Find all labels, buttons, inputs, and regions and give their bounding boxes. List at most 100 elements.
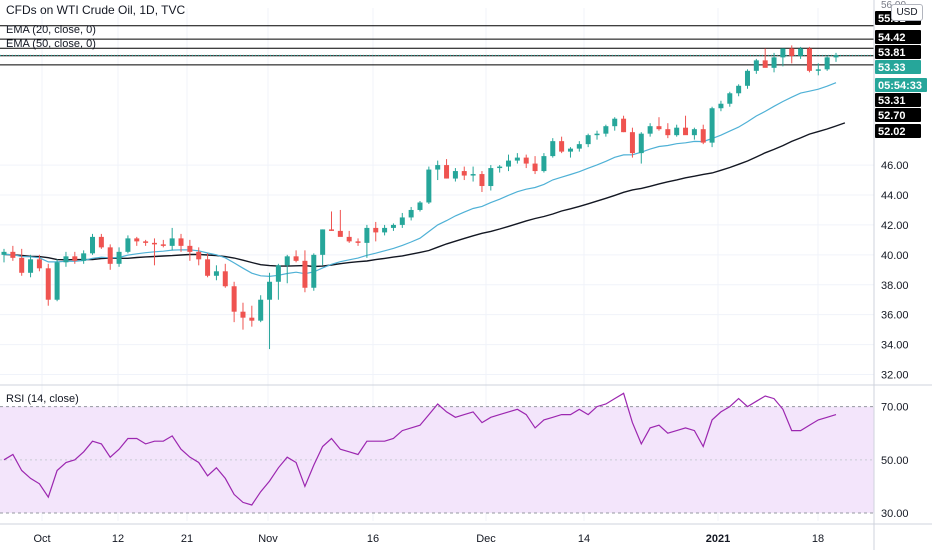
candle: [753, 58, 759, 74]
candle-body: [355, 241, 361, 243]
candle: [452, 168, 458, 182]
candle-body: [435, 165, 441, 170]
price-tag-text: 52.02: [878, 126, 906, 138]
candle-body: [762, 60, 768, 68]
rsi-polyline: [3, 392, 837, 506]
candle: [603, 124, 609, 137]
candle: [28, 254, 34, 278]
time-tick-label: Nov: [258, 533, 278, 545]
candle: [700, 124, 706, 145]
price-tick-label: 40.00: [881, 250, 909, 262]
candle: [718, 100, 724, 112]
rsi-legend: RSI (14, close): [6, 393, 79, 405]
candle: [169, 227, 175, 251]
candle-body: [700, 129, 706, 143]
candle-body: [125, 238, 131, 252]
candle: [337, 209, 343, 237]
candle: [54, 259, 60, 302]
candle: [594, 130, 600, 140]
candle-body: [63, 256, 69, 263]
candle-body: [629, 132, 635, 154]
candle: [151, 238, 157, 266]
candle-body: [143, 241, 149, 243]
candle: [435, 160, 441, 181]
candle-body: [267, 281, 273, 300]
candle-body: [576, 144, 582, 149]
price-tick-label: 38.00: [881, 280, 909, 292]
candle-body: [709, 108, 715, 143]
candle: [143, 239, 149, 246]
candle-body: [815, 69, 821, 71]
candle: [470, 166, 476, 182]
candle: [63, 251, 69, 267]
candle-body: [833, 55, 839, 58]
candle: [647, 123, 653, 137]
candle-body: [567, 148, 573, 152]
price-tag-box: [875, 30, 921, 44]
candle-body: [390, 224, 396, 228]
candle-body: [780, 48, 786, 58]
candle: [1, 248, 7, 263]
candle: [125, 235, 131, 254]
candle-body: [647, 126, 653, 134]
price-tick-label: 42.00: [881, 220, 909, 232]
candle: [116, 247, 122, 267]
candle: [213, 265, 219, 281]
candle-body: [178, 238, 184, 246]
time-tick-label: 21: [181, 533, 193, 545]
candle: [36, 254, 42, 272]
rsi-panel: [0, 406, 874, 514]
candle-body: [258, 299, 264, 321]
candle: [550, 138, 556, 158]
candle-body: [373, 227, 379, 233]
candle: [81, 250, 87, 264]
candle: [479, 171, 485, 193]
price-tag-box: [875, 108, 921, 122]
price-tag-text: 05:54:33: [878, 80, 922, 92]
candle-body: [320, 229, 326, 255]
candle-body: [753, 60, 759, 71]
candle: [727, 91, 733, 107]
candle: [293, 250, 299, 263]
candle-body: [789, 48, 795, 56]
candle-body: [541, 156, 547, 172]
candle-body: [28, 259, 34, 273]
candle-body: [160, 244, 166, 246]
price-tag-text: 53.33: [878, 62, 906, 74]
candle-body: [337, 230, 343, 237]
price-tag-box: [875, 45, 921, 59]
candle-body: [665, 129, 671, 136]
candle-body: [293, 256, 299, 261]
candle-body: [249, 317, 255, 321]
candle-body: [222, 271, 228, 287]
candle-body: [54, 262, 60, 300]
candle-body: [603, 126, 609, 134]
candle: [736, 84, 742, 97]
currency-button[interactable]: USD: [891, 4, 923, 21]
candle: [523, 154, 529, 169]
candle: [196, 247, 202, 266]
ema50-polyline: [3, 122, 846, 268]
price-tag-text: 54.42: [878, 32, 906, 44]
candle-body: [585, 135, 591, 145]
time-tick-label: 2021: [706, 533, 730, 545]
candle: [585, 133, 591, 148]
candle: [45, 263, 51, 306]
candle-body: [656, 126, 662, 130]
candle: [744, 69, 750, 89]
candle: [328, 211, 334, 231]
candle-body: [98, 236, 104, 248]
candle: [576, 141, 582, 152]
candle-body: [116, 251, 122, 264]
candle: [656, 117, 662, 131]
candle: [514, 153, 520, 164]
time-tick-label: 18: [812, 533, 824, 545]
candle-body: [382, 227, 388, 233]
candle: [160, 239, 166, 248]
candle: [771, 52, 777, 73]
candle-body: [240, 311, 246, 318]
candle-body: [72, 256, 78, 261]
candle: [629, 127, 635, 158]
candle-body: [311, 254, 317, 288]
